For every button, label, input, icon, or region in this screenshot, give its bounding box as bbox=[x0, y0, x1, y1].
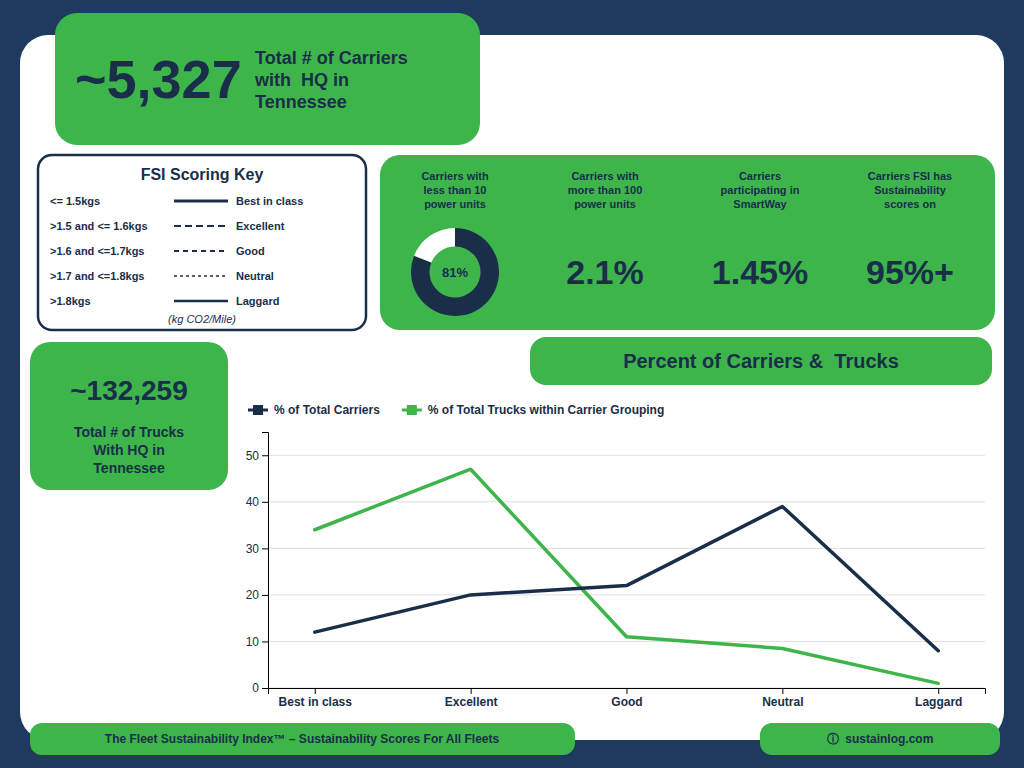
fsi-label: Good bbox=[236, 245, 265, 257]
pie-title: Carriers withless than 10power units bbox=[421, 170, 489, 210]
chart-title: Percent of Carriers & Trucks bbox=[623, 350, 899, 372]
y-tick-mark bbox=[262, 455, 268, 456]
fsi-unit: (kg CO2/Mile) bbox=[168, 313, 236, 325]
y-tick-mark bbox=[262, 548, 268, 549]
stat-value: 95%+ bbox=[866, 253, 954, 291]
y-tick-mark bbox=[262, 595, 268, 596]
trucks-caption: Total # of TrucksWith HQ inTennessee bbox=[74, 424, 184, 476]
donut: 81% bbox=[411, 228, 499, 316]
stat-value: 2.1% bbox=[566, 253, 644, 291]
chart-title-box bbox=[530, 337, 992, 385]
x-tick: Good bbox=[611, 688, 642, 709]
x-axis: Best in class Excellent Good Neutral Laggard bbox=[269, 688, 986, 709]
y-tick-label: 30 bbox=[246, 542, 260, 556]
fsi-range: >1.8kgs bbox=[50, 295, 91, 307]
grid-line bbox=[268, 548, 985, 549]
y-tick-label: 50 bbox=[246, 449, 260, 463]
x-tick-label: Best in class bbox=[279, 695, 353, 709]
x-tick-label: Neutral bbox=[762, 695, 803, 709]
y-tick: 30 bbox=[246, 542, 268, 556]
stat-label: Carriers withmore than 100power units bbox=[568, 170, 643, 210]
stat-label: Carriers FSI hasSustainabilityscores on bbox=[868, 170, 952, 210]
stat-value: 1.45% bbox=[712, 253, 808, 291]
fsi-line-style bbox=[174, 200, 228, 203]
grid-line bbox=[268, 455, 985, 456]
fsi-label: Excellent bbox=[236, 220, 285, 232]
donut-slice bbox=[414, 228, 455, 263]
y-tick-mark bbox=[262, 641, 268, 642]
legend-swatch bbox=[253, 405, 263, 415]
fsi-label: Laggard bbox=[236, 295, 279, 307]
footer-right-pill bbox=[760, 723, 1000, 755]
header-box bbox=[55, 13, 480, 145]
y-tick-label: 40 bbox=[246, 495, 260, 509]
x-tick: Best in class bbox=[279, 688, 353, 709]
stats-box bbox=[380, 155, 995, 330]
trucks-box bbox=[30, 342, 228, 490]
fsi-range: <= 1.5kgs bbox=[50, 195, 100, 207]
fsi-range: >1.7 and <=1.8kgs bbox=[50, 270, 144, 282]
y-tick-label: 10 bbox=[246, 635, 260, 649]
grid bbox=[268, 455, 985, 688]
series-line bbox=[315, 469, 938, 683]
series-line bbox=[315, 506, 938, 650]
footer-left-pill bbox=[30, 723, 575, 755]
donut-center-label: 81% bbox=[442, 265, 468, 280]
x-tick-label: Good bbox=[611, 695, 642, 709]
fsi-key-title: FSI Scoring Key bbox=[141, 166, 264, 183]
stat-label: Carriersparticipating inSmartWay bbox=[721, 170, 800, 210]
x-tick-mark bbox=[938, 688, 939, 694]
y-tick-mark bbox=[262, 502, 268, 503]
fsi-range: >1.6 and <=1.7kgs bbox=[50, 245, 144, 257]
trucks-count: ~132,259 bbox=[70, 375, 188, 406]
footer-right: ⓘ sustainlog.com bbox=[827, 732, 934, 746]
fsi-line-style bbox=[174, 300, 228, 303]
y-tick: 20 bbox=[246, 588, 268, 602]
x-axis-line bbox=[269, 689, 986, 695]
fsi-label: Neutral bbox=[236, 270, 274, 282]
legend-item: % of Total Carriers bbox=[248, 403, 380, 417]
x-tick-mark bbox=[782, 688, 783, 694]
x-tick: Laggard bbox=[915, 688, 962, 709]
fsi-line-style bbox=[174, 275, 228, 277]
y-tick: 10 bbox=[246, 635, 268, 649]
donut-slice bbox=[411, 228, 499, 316]
fsi-line-style bbox=[174, 225, 228, 227]
x-tick-mark bbox=[471, 688, 472, 694]
y-tick: 0 bbox=[252, 681, 268, 695]
x-tick: Excellent bbox=[445, 688, 498, 709]
fsi-key-box bbox=[38, 155, 366, 330]
x-tick-mark bbox=[315, 688, 316, 694]
legend-swatch bbox=[407, 405, 417, 415]
carriers-caption: Total # of Carrierswith HQ inTennessee bbox=[254, 48, 408, 112]
fsi-label: Best in class bbox=[236, 195, 303, 207]
y-tick-label: 20 bbox=[246, 588, 260, 602]
x-tick: Neutral bbox=[762, 688, 803, 709]
y-tick-label: 0 bbox=[252, 681, 259, 695]
x-tick-label: Laggard bbox=[915, 695, 962, 709]
legend-label: % of Total Trucks within Carrier Groupin… bbox=[428, 403, 664, 417]
legend-label: % of Total Carriers bbox=[274, 403, 380, 417]
grid-line bbox=[268, 501, 985, 502]
y-axis-line bbox=[262, 433, 269, 689]
y-tick: 40 bbox=[246, 495, 268, 509]
carriers-count: ~5,327 bbox=[75, 49, 242, 109]
page: ~5,327Total # of Carrierswith HQ inTenne… bbox=[0, 0, 1024, 768]
x-tick-label: Excellent bbox=[445, 695, 498, 709]
line-chart: 0 10 20 30 40 50 Best in class Excellent Good Neu… bbox=[246, 433, 986, 709]
fsi-line-style bbox=[174, 250, 228, 252]
y-tick: 50 bbox=[246, 449, 268, 463]
legend: % of Total Carriers % of Total Trucks wit… bbox=[248, 403, 664, 417]
fsi-range: >1.5 and <= 1.6kgs bbox=[50, 220, 148, 232]
grid-line bbox=[268, 641, 985, 642]
plot-area bbox=[315, 469, 938, 683]
legend-item: % of Total Trucks within Carrier Groupin… bbox=[402, 403, 664, 417]
x-tick-mark bbox=[627, 688, 628, 694]
y-tick-mark bbox=[262, 688, 268, 689]
y-axis: 0 10 20 30 40 50 bbox=[246, 433, 269, 696]
footer-left: The Fleet Sustainability Index™ – Sustai… bbox=[105, 732, 500, 746]
